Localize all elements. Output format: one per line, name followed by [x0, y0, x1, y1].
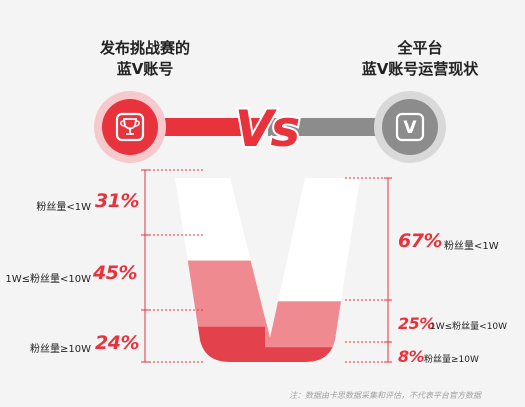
right-value-small: 67% — [398, 230, 442, 252]
right-title-line2: 蓝V账号运营现状 — [361, 60, 479, 78]
right-value-mid: 25% — [398, 314, 435, 333]
right-arm-tiers — [265, 301, 360, 362]
v-shape — [175, 178, 360, 362]
data-source-note: 注：数据由卡思数据采集和评估，不代表平台官方数据 — [289, 391, 481, 400]
left-arm-tiers — [175, 260, 270, 362]
right-badge: V — [374, 91, 446, 163]
left-badge — [94, 91, 166, 163]
right-label-small: 粉丝量<1W — [444, 241, 499, 252]
right-tier-mid — [265, 301, 360, 348]
left-label-large: 粉丝量≥10W — [30, 344, 91, 355]
v-badge-letter: V — [403, 118, 417, 138]
v-badge-icon: V — [395, 112, 425, 142]
left-title: 发布挑战赛的 蓝V账号 — [35, 38, 255, 80]
right-label-mid: 1W≤粉丝量<10W — [430, 322, 508, 332]
trophy-icon — [115, 112, 145, 142]
left-value-mid: 45% — [93, 262, 137, 284]
right-connector-bar — [268, 118, 383, 136]
left-label-mid: 1W≤粉丝量<10W — [5, 274, 91, 285]
left-title-line1: 发布挑战赛的 — [99, 39, 190, 57]
right-tier-large — [265, 347, 360, 362]
left-brackets — [141, 169, 205, 363]
left-value-small: 31% — [95, 190, 139, 212]
left-tier-large — [175, 326, 270, 362]
left-label-small: 粉丝量<1W — [36, 202, 91, 213]
left-title-line2: 蓝V账号 — [116, 60, 174, 78]
right-label-large: 粉丝量≥10W — [424, 355, 479, 365]
right-title: 全平台 蓝V账号运营现状 — [310, 38, 525, 80]
left-connector-bar — [150, 118, 260, 136]
left-value-large: 24% — [95, 332, 139, 354]
vs-emblem: Vs — [235, 100, 299, 158]
left-tier-mid — [175, 260, 270, 328]
right-title-line1: 全平台 — [397, 39, 443, 57]
right-brackets — [345, 177, 392, 363]
right-value-large: 8% — [398, 347, 425, 366]
